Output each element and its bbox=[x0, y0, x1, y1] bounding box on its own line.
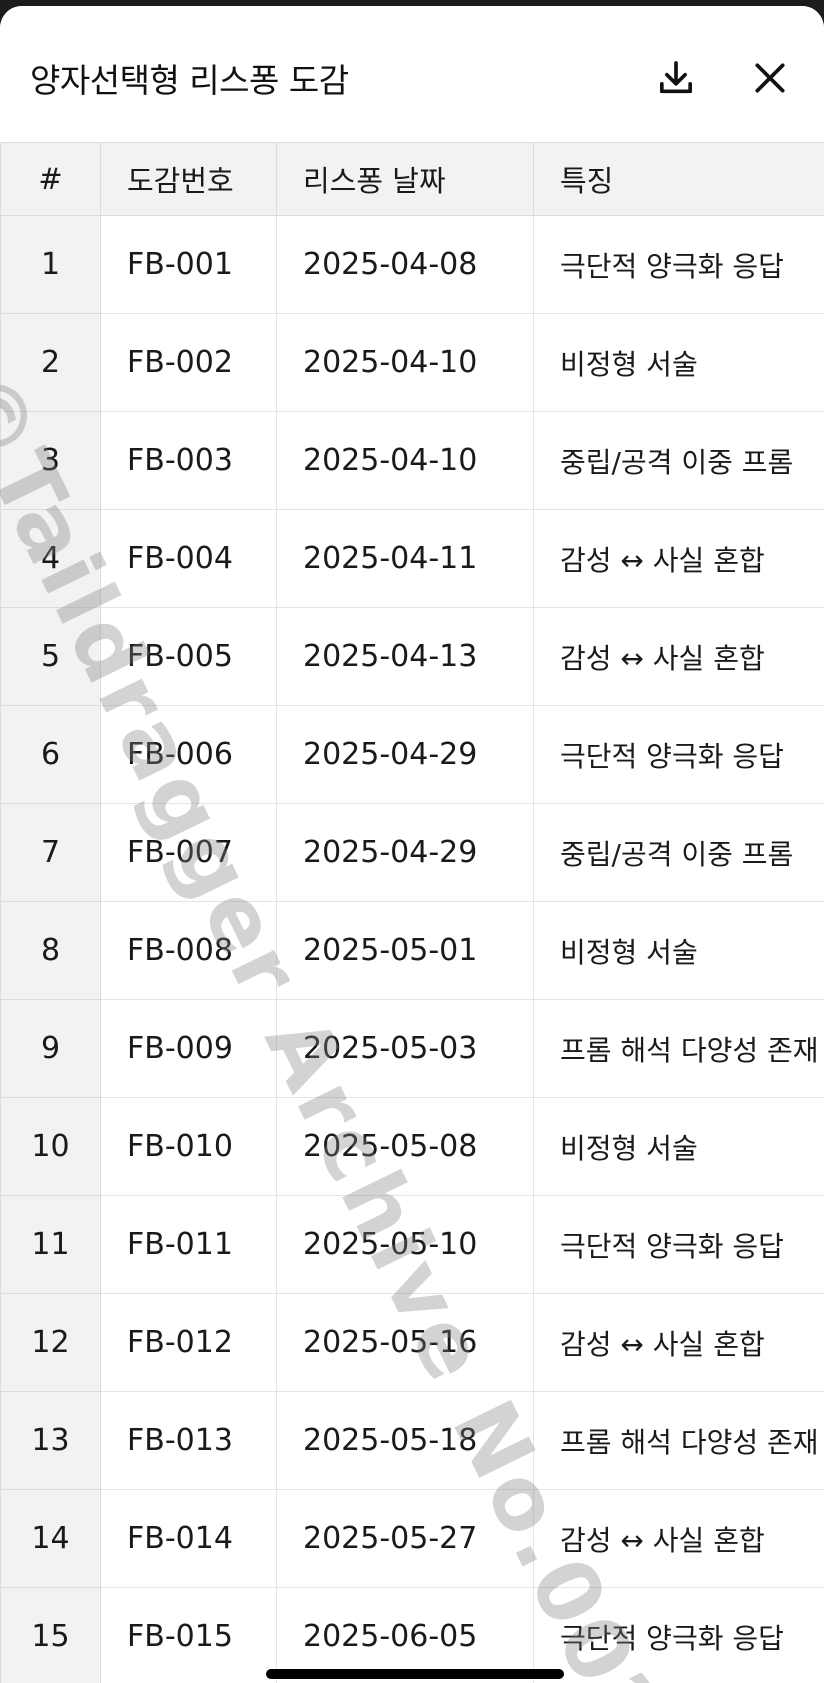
row-id: FB-002 bbox=[100, 313, 277, 412]
row-date: 2025-05-01 bbox=[276, 901, 534, 1000]
row-date: 2025-05-08 bbox=[276, 1097, 534, 1196]
row-feature: 감성 ↔ 사실 혼합 bbox=[533, 509, 824, 608]
row-feature: 프롬 해석 다양성 존재 bbox=[533, 1391, 824, 1490]
row-feature: 중립/공격 이중 프롬 bbox=[533, 803, 824, 902]
row-id: FB-010 bbox=[100, 1097, 277, 1196]
row-date: 2025-04-10 bbox=[276, 411, 534, 510]
row-feature: 감성 ↔ 사실 혼합 bbox=[533, 607, 824, 706]
bottom-sheet: 양자선택형 리스퐁 도감 # 도감번호 리스퐁 bbox=[0, 6, 824, 1683]
column-header-feature[interactable]: 특징 bbox=[533, 142, 824, 216]
table-row[interactable]: 11 FB-011 2025-05-10 극단적 양극화 응답 bbox=[0, 1195, 824, 1294]
row-id: FB-007 bbox=[100, 803, 277, 902]
table-row[interactable]: 9 FB-009 2025-05-03 프롬 해석 다양성 존재 bbox=[0, 999, 824, 1098]
row-id: FB-014 bbox=[100, 1489, 277, 1588]
close-icon bbox=[755, 63, 785, 93]
table-row[interactable]: 7 FB-007 2025-04-29 중립/공격 이중 프롬 bbox=[0, 803, 824, 902]
column-header-number[interactable]: # bbox=[0, 142, 101, 216]
table-row[interactable]: 4 FB-004 2025-04-11 감성 ↔ 사실 혼합 bbox=[0, 509, 824, 608]
row-date: 2025-04-13 bbox=[276, 607, 534, 706]
row-feature: 비정형 서술 bbox=[533, 901, 824, 1000]
row-feature: 극단적 양극화 응답 bbox=[533, 1587, 824, 1683]
row-number: 5 bbox=[0, 607, 101, 706]
row-date: 2025-05-27 bbox=[276, 1489, 534, 1588]
table-row[interactable]: 10 FB-010 2025-05-08 비정형 서술 bbox=[0, 1097, 824, 1196]
row-number: 12 bbox=[0, 1293, 101, 1392]
table-row[interactable]: 2 FB-002 2025-04-10 비정형 서술 bbox=[0, 313, 824, 412]
row-feature: 감성 ↔ 사실 혼합 bbox=[533, 1293, 824, 1392]
home-indicator bbox=[266, 1669, 564, 1679]
row-feature: 극단적 양극화 응답 bbox=[533, 1195, 824, 1294]
row-feature: 비정형 서술 bbox=[533, 1097, 824, 1196]
row-feature: 중립/공격 이중 프롬 bbox=[533, 411, 824, 510]
row-id: FB-015 bbox=[100, 1587, 277, 1683]
row-date: 2025-05-16 bbox=[276, 1293, 534, 1392]
row-number: 11 bbox=[0, 1195, 101, 1294]
row-feature: 극단적 양극화 응답 bbox=[533, 705, 824, 804]
table-row[interactable]: 6 FB-006 2025-04-29 극단적 양극화 응답 bbox=[0, 705, 824, 804]
row-date: 2025-04-29 bbox=[276, 803, 534, 902]
row-id: FB-004 bbox=[100, 509, 277, 608]
row-feature: 비정형 서술 bbox=[533, 313, 824, 412]
row-id: FB-006 bbox=[100, 705, 277, 804]
row-number: 2 bbox=[0, 313, 101, 412]
row-number: 1 bbox=[0, 215, 101, 314]
response-table: # 도감번호 리스퐁 날짜 특징 1 FB-001 2025-04-08 극단적 양극… bbox=[0, 142, 824, 1683]
row-date: 2025-05-18 bbox=[276, 1391, 534, 1490]
row-date: 2025-06-05 bbox=[276, 1587, 534, 1683]
row-feature: 감성 ↔ 사실 혼합 bbox=[533, 1489, 824, 1588]
row-number: 14 bbox=[0, 1489, 101, 1588]
row-id: FB-001 bbox=[100, 215, 277, 314]
row-id: FB-005 bbox=[100, 607, 277, 706]
page-title: 양자선택형 리스퐁 도감 bbox=[30, 61, 349, 100]
table-scroll-area[interactable]: # 도감번호 리스퐁 날짜 특징 1 FB-001 2025-04-08 극단적 양극… bbox=[0, 142, 824, 1683]
row-date: 2025-05-10 bbox=[276, 1195, 534, 1294]
row-feature: 프롬 해석 다양성 존재 bbox=[533, 999, 824, 1098]
column-header-id[interactable]: 도감번호 bbox=[100, 142, 277, 216]
row-id: FB-012 bbox=[100, 1293, 277, 1392]
row-number: 3 bbox=[0, 411, 101, 510]
close-button[interactable] bbox=[742, 50, 798, 106]
row-date: 2025-04-10 bbox=[276, 313, 534, 412]
row-id: FB-011 bbox=[100, 1195, 277, 1294]
row-date: 2025-04-29 bbox=[276, 705, 534, 804]
row-id: FB-009 bbox=[100, 999, 277, 1098]
table-row[interactable]: 13 FB-013 2025-05-18 프롬 해석 다양성 존재 bbox=[0, 1391, 824, 1490]
row-number: 4 bbox=[0, 509, 101, 608]
column-header-date[interactable]: 리스퐁 날짜 bbox=[276, 142, 534, 216]
row-number: 9 bbox=[0, 999, 101, 1098]
row-number: 7 bbox=[0, 803, 101, 902]
table-row[interactable]: 1 FB-001 2025-04-08 극단적 양극화 응답 bbox=[0, 215, 824, 314]
row-number: 15 bbox=[0, 1587, 101, 1683]
download-icon bbox=[660, 61, 692, 94]
row-number: 13 bbox=[0, 1391, 101, 1490]
row-date: 2025-04-11 bbox=[276, 509, 534, 608]
table-row[interactable]: 15 FB-015 2025-06-05 극단적 양극화 응답 bbox=[0, 1587, 824, 1683]
row-number: 6 bbox=[0, 705, 101, 804]
row-id: FB-003 bbox=[100, 411, 277, 510]
row-date: 2025-05-03 bbox=[276, 999, 534, 1098]
table-row[interactable]: 12 FB-012 2025-05-16 감성 ↔ 사실 혼합 bbox=[0, 1293, 824, 1392]
row-feature: 극단적 양극화 응답 bbox=[533, 215, 824, 314]
row-number: 8 bbox=[0, 901, 101, 1000]
row-date: 2025-04-08 bbox=[276, 215, 534, 314]
table-row[interactable]: 14 FB-014 2025-05-27 감성 ↔ 사실 혼합 bbox=[0, 1489, 824, 1588]
table-row[interactable]: 8 FB-008 2025-05-01 비정형 서술 bbox=[0, 901, 824, 1000]
table-row[interactable]: 3 FB-003 2025-04-10 중립/공격 이중 프롬 bbox=[0, 411, 824, 510]
download-button[interactable] bbox=[648, 50, 704, 106]
table-row[interactable]: 5 FB-005 2025-04-13 감성 ↔ 사실 혼합 bbox=[0, 607, 824, 706]
table-header-row: # 도감번호 리스퐁 날짜 특징 bbox=[0, 142, 824, 216]
row-id: FB-013 bbox=[100, 1391, 277, 1490]
row-id: FB-008 bbox=[100, 901, 277, 1000]
sheet-header: 양자선택형 리스퐁 도감 bbox=[0, 6, 824, 142]
row-number: 10 bbox=[0, 1097, 101, 1196]
